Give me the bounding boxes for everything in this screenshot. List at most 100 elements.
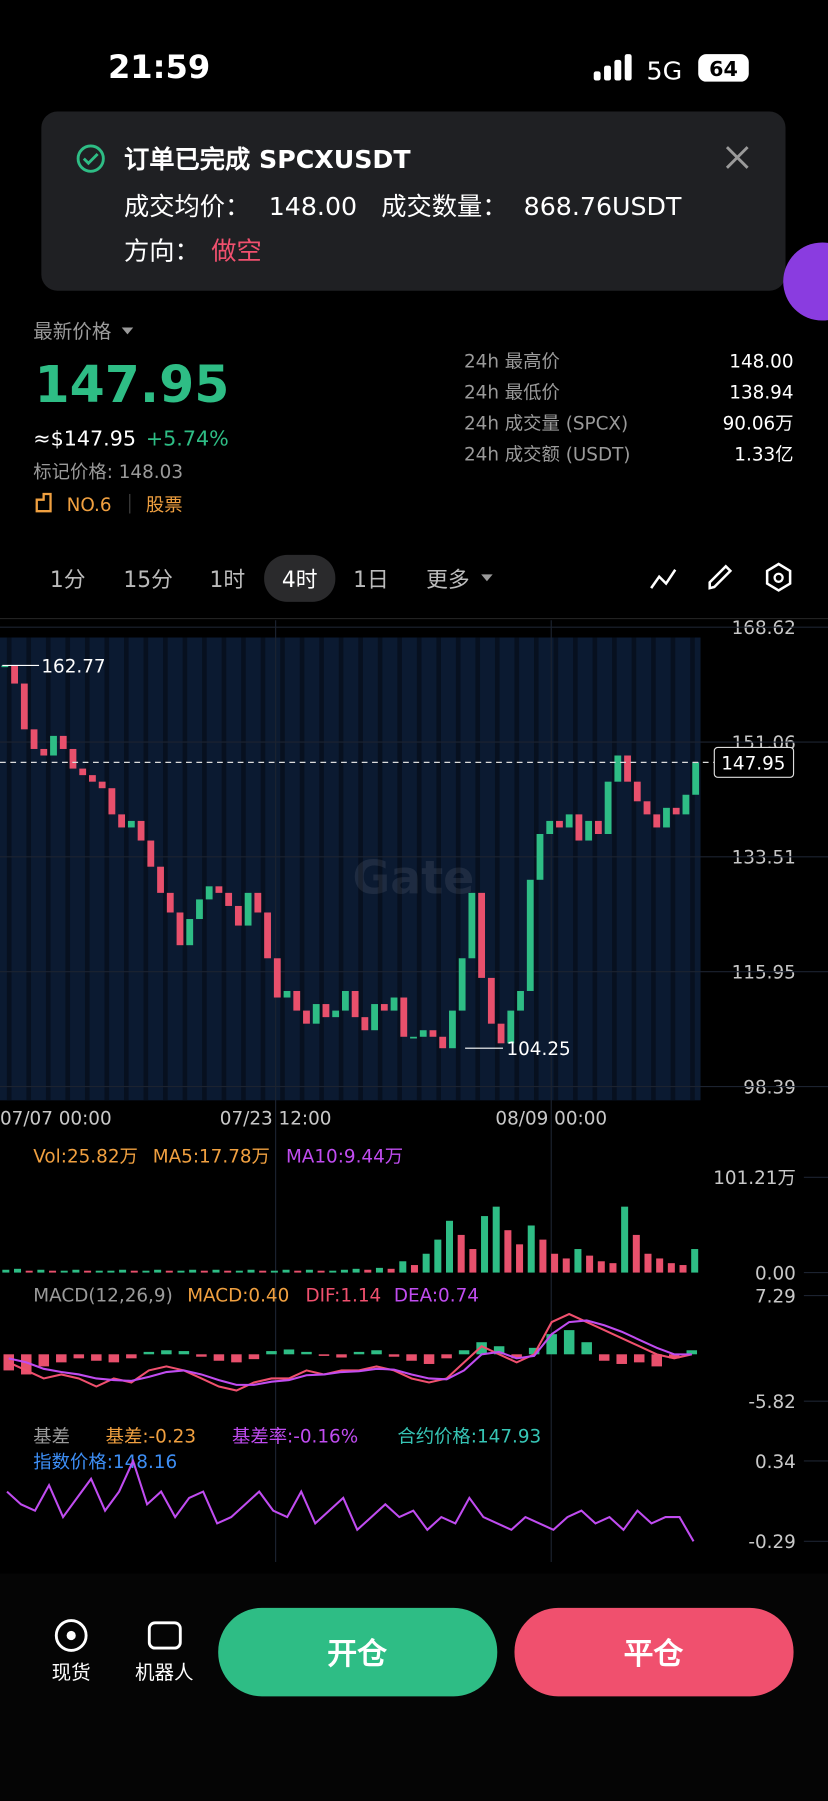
volume-bar <box>632 1234 640 1273</box>
candle <box>118 814 126 828</box>
candle <box>546 820 554 835</box>
dropdown-icon <box>481 574 493 582</box>
volume-bar <box>259 1270 267 1273</box>
close-button[interactable] <box>514 1607 794 1697</box>
candle <box>98 781 106 789</box>
macd-bar <box>598 1354 610 1361</box>
stripe <box>45 637 51 1101</box>
stripe <box>143 637 149 1101</box>
macd-bar <box>126 1354 137 1359</box>
open-button[interactable] <box>218 1607 498 1697</box>
candle <box>633 781 641 802</box>
open-label[interactable]: 开仓 <box>327 1637 387 1672</box>
timeframe[interactable]: 更多 <box>426 568 470 593</box>
legend-item: DEA:0.74 <box>394 1285 479 1306</box>
avg-price: 148.00 <box>269 192 357 221</box>
robot-label[interactable]: 机器人 <box>135 1661 194 1684</box>
stat-label: 24h 成交额 (USDT) <box>464 445 631 466</box>
settings-icon[interactable] <box>765 562 792 592</box>
macd-bar <box>266 1351 277 1355</box>
macd-bar <box>91 1354 102 1361</box>
stripe <box>631 637 637 1101</box>
separator <box>0 617 828 620</box>
last-price-box <box>713 746 795 778</box>
volume-bar <box>609 1263 617 1273</box>
timeframe[interactable]: 1时 <box>210 568 246 593</box>
volume-bar <box>200 1270 208 1273</box>
macd-bar <box>546 1334 557 1355</box>
chart-background <box>0 637 701 1101</box>
timeframe[interactable]: 1日 <box>353 568 389 593</box>
timeframe[interactable]: 1分 <box>50 568 86 593</box>
check-mark <box>82 153 99 166</box>
volume-bar <box>539 1239 547 1273</box>
candle <box>458 958 466 1011</box>
stat-label: 24h 最高价 <box>464 352 560 373</box>
macd-bar <box>669 1354 680 1359</box>
candle <box>225 892 233 906</box>
candle <box>176 912 184 946</box>
volume-bar <box>621 1206 629 1273</box>
volume-bar <box>492 1206 500 1273</box>
macd-bar <box>388 1354 400 1357</box>
x-tick-label: 07/07 00:00 <box>0 1108 112 1129</box>
close-icon[interactable] <box>725 146 749 169</box>
volume-bar <box>352 1268 360 1273</box>
y-tick-label: -5.82 <box>748 1392 796 1413</box>
notification[interactable] <box>41 111 786 291</box>
last-price-label: 147.95 <box>721 753 785 774</box>
tag: 股票 <box>146 495 183 516</box>
y-tick-label: 0.00 <box>755 1263 796 1284</box>
volume-bar <box>422 1253 430 1273</box>
time: 21:59 <box>108 48 210 86</box>
stripe <box>65 637 71 1101</box>
macd-bar <box>213 1354 225 1361</box>
legend-item: DIF:1.14 <box>305 1285 381 1306</box>
y-tick-label: 115.95 <box>732 963 796 984</box>
low-label: 104.25 <box>506 1039 570 1060</box>
macd-bar <box>371 1350 382 1355</box>
volume-bar <box>457 1234 465 1273</box>
candle <box>341 990 349 1011</box>
candle <box>273 958 281 998</box>
stripe <box>299 637 305 1101</box>
stripe <box>553 637 559 1101</box>
y-tick-label: 98.39 <box>743 1077 796 1098</box>
close-label[interactable]: 平仓 <box>624 1637 684 1672</box>
stripe <box>84 637 90 1101</box>
macd-bar <box>161 1350 172 1355</box>
draw-icon[interactable] <box>708 564 733 590</box>
stripe <box>416 637 422 1101</box>
candle <box>507 1010 515 1044</box>
timeframe[interactable]: 4时 <box>282 568 318 593</box>
robot-icon[interactable] <box>147 1621 182 1650</box>
volume-bar <box>212 1269 220 1273</box>
legend-item: 合约价格:147.93 <box>397 1427 541 1448</box>
volume-bar <box>387 1268 395 1273</box>
macd-bar <box>458 1350 470 1355</box>
macd-bar <box>283 1349 295 1355</box>
watermark: Gate <box>353 851 475 905</box>
macd-bar <box>493 1346 505 1355</box>
candle <box>312 1004 320 1024</box>
stat-value: 148.00 <box>729 352 793 373</box>
volume-bar <box>516 1244 524 1273</box>
check-icon <box>76 144 105 173</box>
candle <box>380 1004 388 1011</box>
indicator-icon[interactable] <box>650 569 677 589</box>
legend-item: Vol:25.82万 <box>33 1146 138 1167</box>
spot-label[interactable]: 现货 <box>52 1661 91 1684</box>
candle <box>604 781 612 835</box>
timeframe[interactable]: 15分 <box>123 568 173 593</box>
volume-bar <box>2 1269 10 1273</box>
stripe <box>338 637 344 1101</box>
candle <box>526 879 534 991</box>
spot-icon[interactable] <box>54 1619 88 1652</box>
assistant-bubble[interactable] <box>783 242 828 321</box>
volume-bar <box>481 1216 489 1273</box>
volume-bar <box>294 1270 302 1273</box>
stripe <box>319 637 324 1101</box>
candle <box>127 820 135 828</box>
legend-item: 基差率:-0.16% <box>232 1427 358 1448</box>
candle <box>361 1017 369 1031</box>
